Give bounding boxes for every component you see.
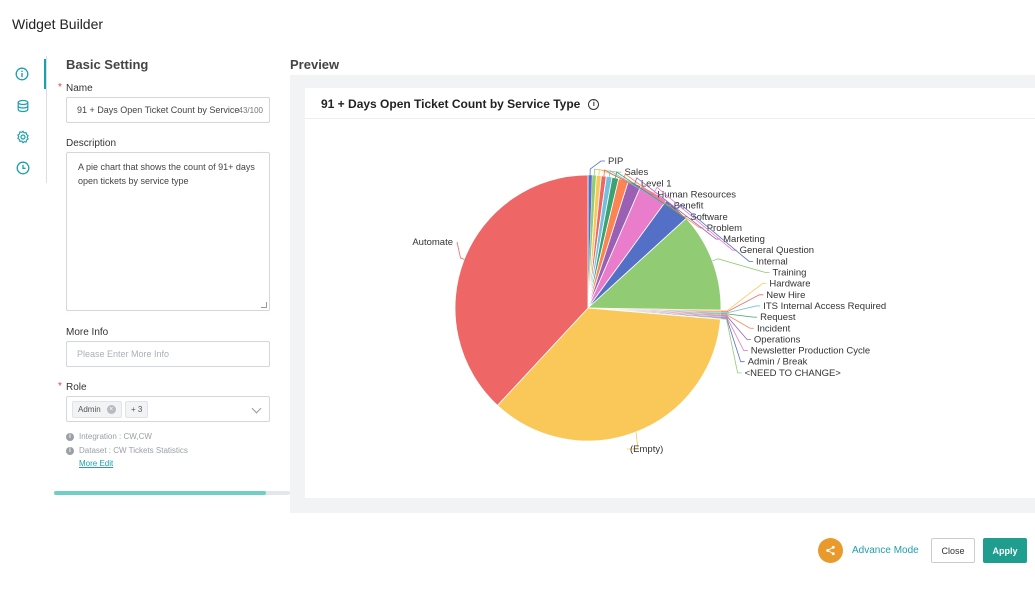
chart-title: 91 + Days Open Ticket Count by Service T… — [321, 97, 581, 111]
slice-label: Newsletter Production Cycle — [751, 346, 870, 357]
chart-divider — [305, 118, 1035, 119]
label-line — [627, 432, 639, 450]
label-line — [456, 241, 465, 260]
slice-label: Human Resources — [657, 189, 736, 200]
description-value: A pie chart that shows the count of 91+ … — [78, 162, 255, 186]
name-input-value: 91 + Days Open Ticket Count by Service — [77, 105, 240, 115]
integration-text: Integration : CW,CW — [79, 432, 152, 441]
slice-label: Benefit — [674, 201, 704, 212]
slice-label: Incident — [757, 323, 791, 334]
info-icon[interactable]: i — [588, 98, 600, 110]
rail-item-dataset[interactable] — [0, 91, 46, 121]
label-line — [720, 313, 758, 318]
label-line — [676, 203, 754, 262]
basic-setting-title: Basic Setting — [66, 57, 149, 72]
rail-item-basic-info[interactable] — [0, 59, 46, 89]
label-line — [720, 314, 754, 329]
label-line — [720, 305, 761, 314]
slice-label: Request — [760, 312, 796, 323]
slice-label: Training — [773, 268, 807, 279]
slice-label: PIP — [608, 156, 623, 167]
rail-item-schedule[interactable] — [0, 153, 46, 183]
slice-label: ITS Internal Access Required — [763, 301, 886, 312]
slice-label: Internal — [756, 256, 788, 267]
label-line — [720, 316, 748, 351]
name-char-counter: 43/100 — [238, 106, 263, 115]
description-textarea[interactable]: A pie chart that shows the count of 91+ … — [66, 152, 270, 311]
role-required-mark: * — [58, 381, 62, 392]
slice-label: Admin / Break — [748, 357, 808, 368]
role-label: Role — [66, 382, 87, 393]
database-icon — [17, 99, 29, 113]
more-edit-link[interactable]: More Edit — [79, 459, 114, 468]
clock-icon — [16, 161, 30, 175]
label-line — [720, 294, 764, 313]
name-label: Name — [66, 83, 93, 94]
label-line — [712, 258, 770, 273]
slice-label: (Empty) — [630, 444, 663, 455]
slice-label: <NEED TO CHANGE> — [745, 368, 842, 379]
info-icon — [15, 67, 29, 81]
slice-label: Operations — [754, 334, 801, 345]
label-line — [720, 315, 751, 340]
side-rail — [0, 56, 47, 183]
share-icon — [826, 545, 835, 556]
advanced-mode-button[interactable] — [818, 538, 843, 563]
info-dot-icon: i — [66, 432, 74, 441]
slice-label: Hardware — [769, 279, 810, 290]
slice-label: Software — [690, 212, 728, 223]
slice-label: New Hire — [766, 290, 805, 301]
integration-meta: i Integration : CW,CW — [66, 432, 152, 441]
chart-title-row: 91 + Days Open Ticket Count by Service T… — [321, 97, 600, 111]
chart-card: 91 + Days Open Ticket Count by Service T… — [305, 88, 1035, 498]
pie-slice-training[interactable] — [586, 217, 722, 311]
rail-item-settings[interactable] — [0, 122, 46, 152]
role-tag-admin: Admin × — [72, 401, 122, 418]
role-select[interactable]: Admin × + 3 — [66, 396, 270, 422]
label-line — [653, 186, 737, 251]
dataset-text: Dataset : CW Tickets Statistics — [79, 446, 188, 455]
more-info-placeholder: Please Enter More Info — [77, 349, 170, 359]
preview-title: Preview — [290, 57, 340, 72]
advanced-mode-link[interactable]: Advance Mode — [852, 545, 919, 556]
settings-scrollbar[interactable] — [54, 491, 290, 495]
label-line — [720, 318, 742, 374]
name-input[interactable]: 91 + Days Open Ticket Count by Service 4… — [66, 97, 270, 123]
role-more-tag: + 3 — [125, 401, 149, 418]
resize-grip-icon[interactable] — [261, 302, 267, 308]
settings-scrollbar-thumb[interactable] — [54, 491, 267, 495]
role-tag-label: Admin — [78, 405, 101, 414]
slice-label: Marketing — [723, 234, 765, 245]
dataset-meta: i Dataset : CW Tickets Statistics — [66, 446, 188, 455]
label-line — [615, 171, 688, 218]
slice-label: Problem — [707, 223, 742, 234]
label-line — [603, 169, 655, 195]
label-line — [720, 317, 745, 363]
info-dot-icon: i — [66, 446, 74, 455]
close-button[interactable]: Close — [931, 538, 975, 563]
apply-button[interactable]: Apply — [983, 538, 1027, 563]
slice-label: General Question — [740, 245, 814, 256]
tag-remove-icon[interactable]: × — [106, 405, 116, 414]
more-info-input[interactable]: Please Enter More Info — [66, 341, 270, 367]
chevron-down-icon[interactable] — [251, 403, 262, 414]
slice-label: Automate — [412, 237, 453, 248]
description-label: Description — [66, 138, 117, 149]
slice-label: Level 1 — [641, 178, 672, 189]
app-title: Widget Builder — [12, 16, 104, 32]
more-info-label: More Info — [66, 327, 109, 338]
label-line — [634, 177, 721, 240]
name-required-mark: * — [58, 82, 62, 93]
slice-label: Sales — [624, 167, 648, 178]
gear-icon — [17, 130, 29, 144]
pie-slice-empty[interactable] — [496, 307, 721, 442]
label-line — [589, 160, 605, 176]
label-line — [720, 283, 767, 312]
